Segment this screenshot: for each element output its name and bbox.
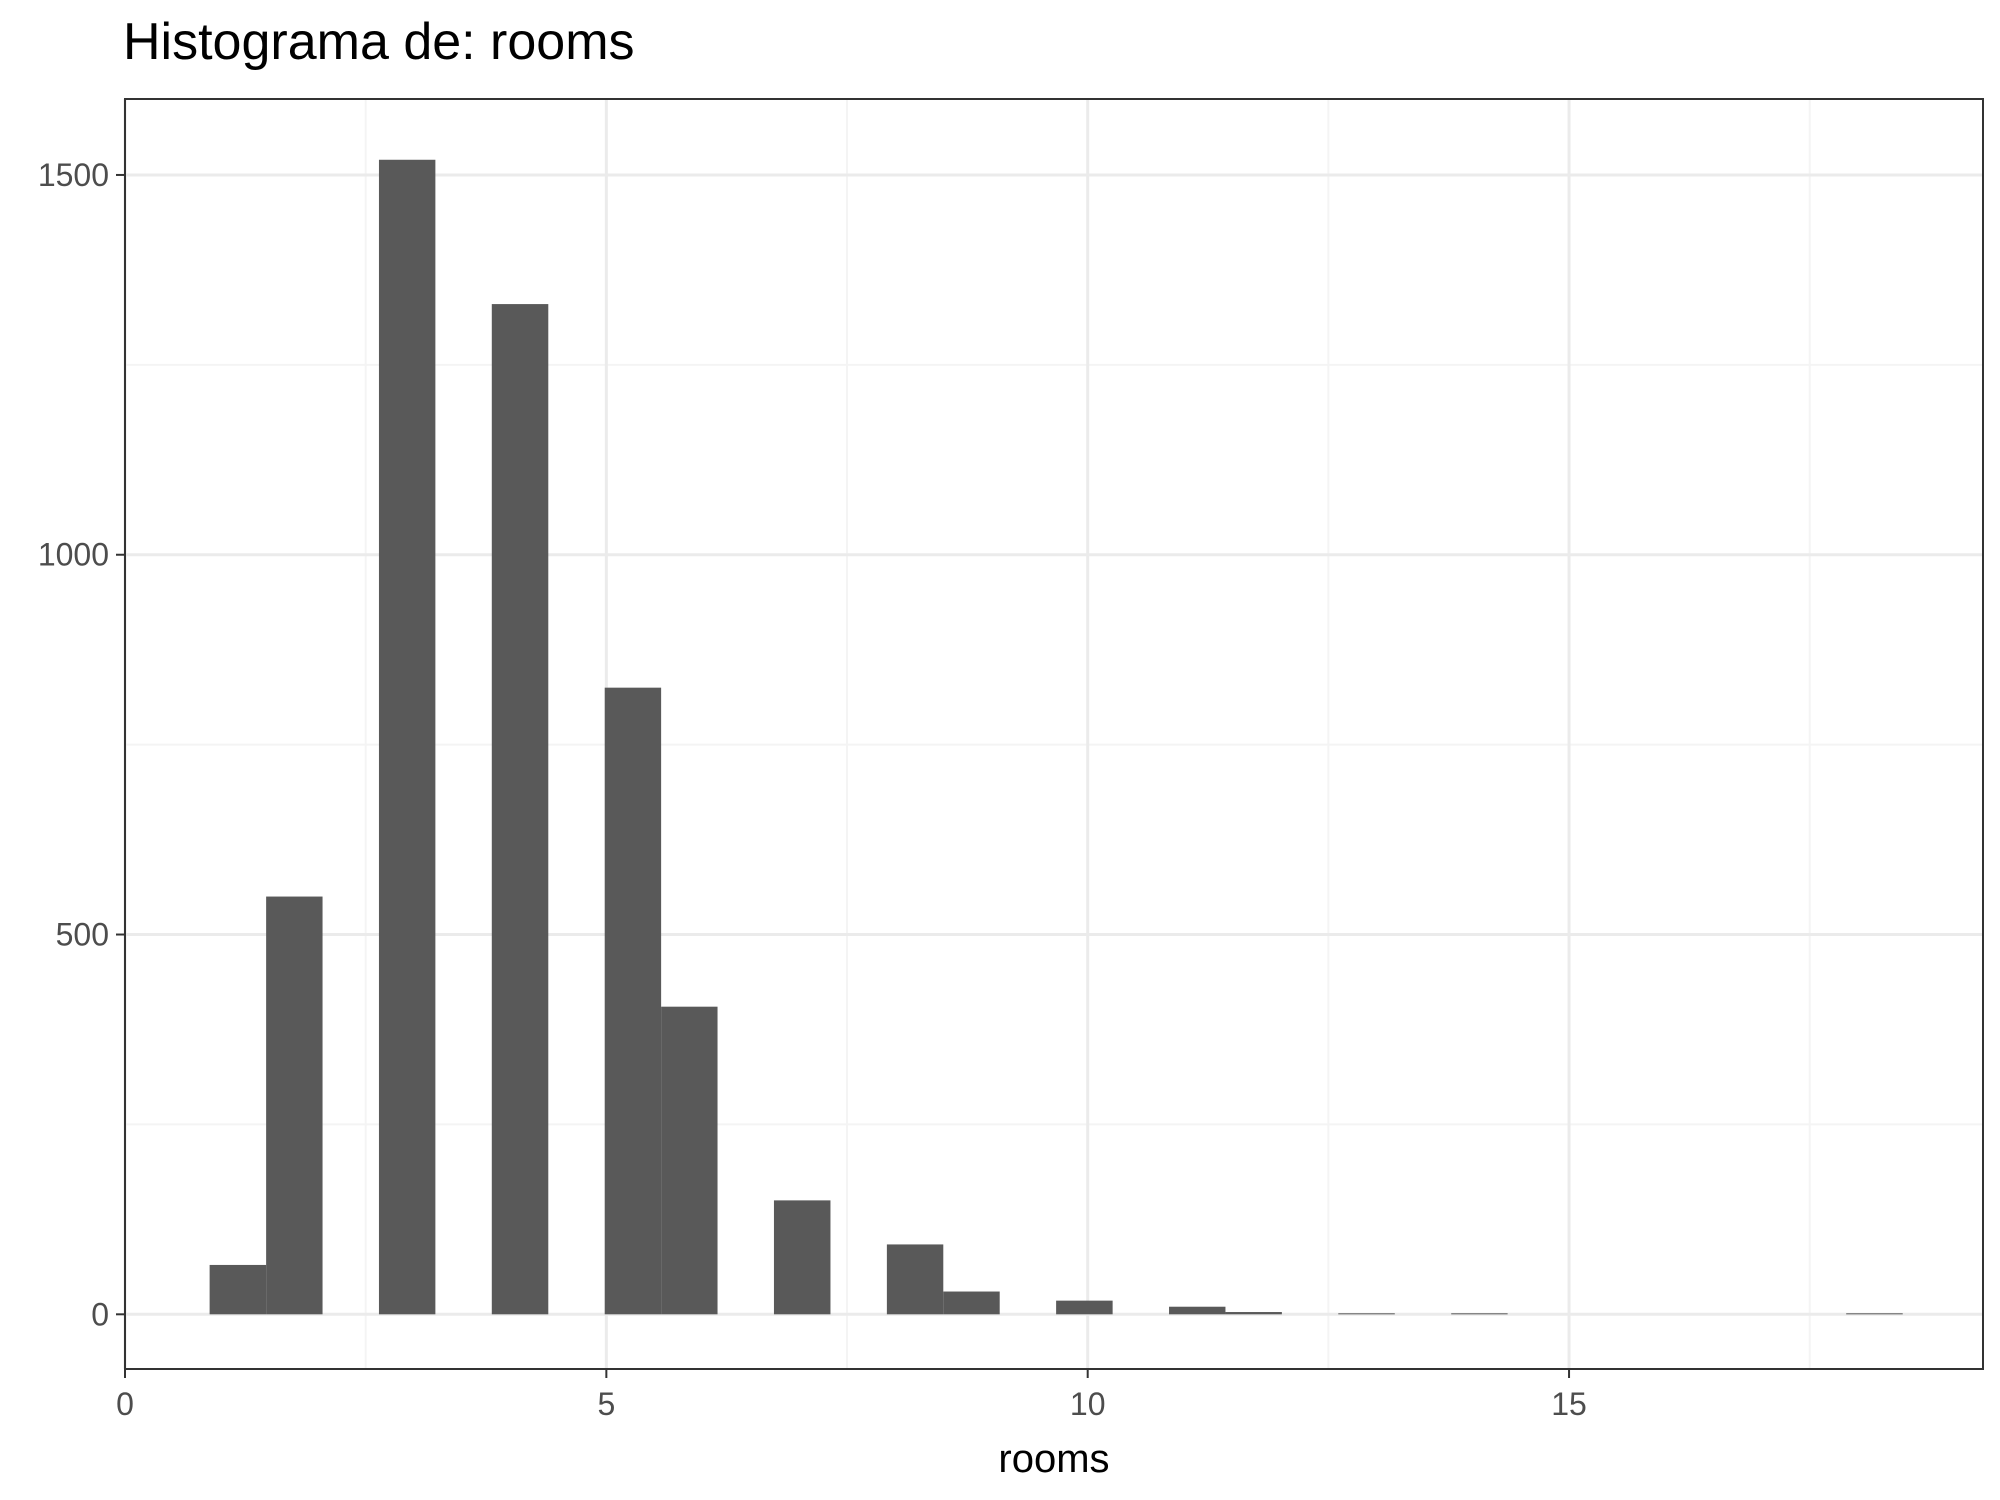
x-axis: 0 5 10 15 [116, 1369, 1587, 1422]
x-tick-label: 15 [1551, 1386, 1587, 1422]
histogram-bar [773, 1200, 831, 1315]
y-tick-label: 500 [56, 917, 109, 953]
plot-panel-border [124, 98, 1984, 1370]
histogram-bar [378, 159, 436, 1315]
histogram-bars [209, 159, 1903, 1315]
histogram-bar [491, 304, 549, 1315]
histogram-bar [1451, 1313, 1508, 1315]
x-tick-label: 5 [597, 1386, 615, 1422]
histogram-bar [1846, 1313, 1903, 1315]
y-axis: 0 500 1000 1500 [38, 157, 125, 1332]
histogram-bar [266, 896, 323, 1315]
histogram-bar [943, 1291, 1000, 1315]
histogram-bar [1056, 1300, 1113, 1315]
y-tick-label: 1000 [38, 537, 109, 573]
histogram-bar [1169, 1306, 1226, 1315]
histogram-bar [1225, 1312, 1282, 1315]
histogram-bar [661, 1006, 718, 1315]
x-tick-label: 10 [1070, 1386, 1106, 1422]
y-tick-label: 0 [91, 1296, 109, 1332]
x-axis-label: rooms [998, 1437, 1109, 1481]
histogram-bar [886, 1244, 944, 1315]
chart-title: Histograma de: rooms [123, 13, 635, 71]
x-tick-label: 0 [116, 1386, 134, 1422]
histogram-bar [604, 687, 662, 1315]
histogram-bar [1338, 1313, 1395, 1315]
y-tick-label: 1500 [38, 157, 109, 193]
histogram-bar [209, 1264, 267, 1315]
